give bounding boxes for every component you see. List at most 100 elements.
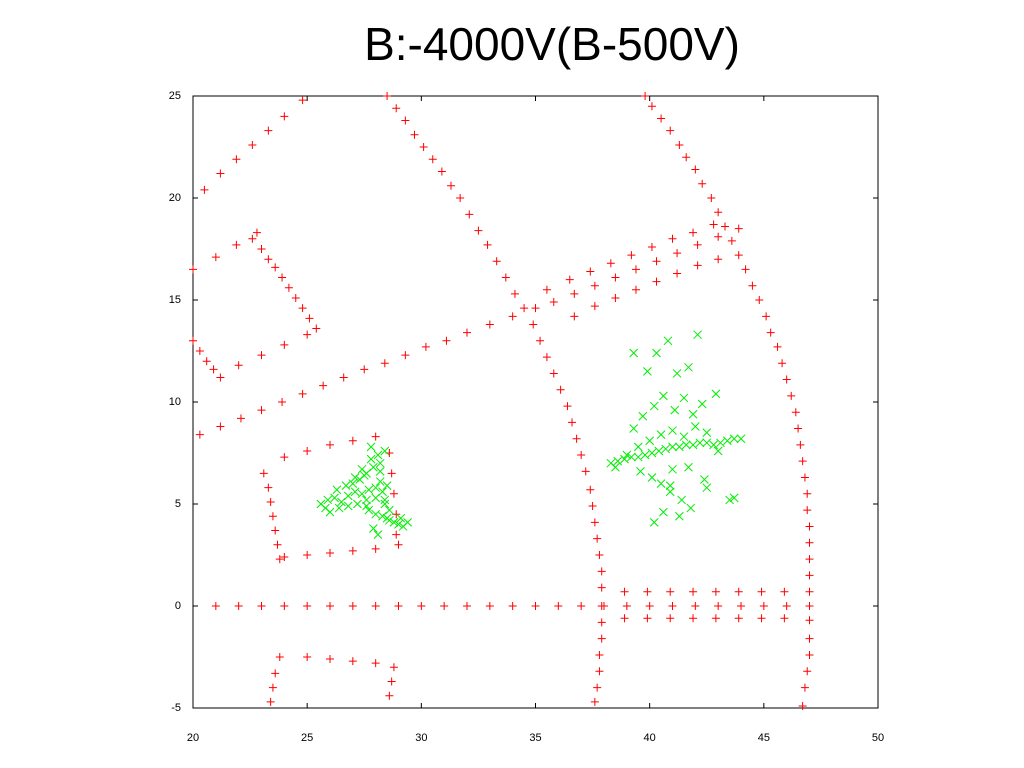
point [691,165,700,174]
point [581,467,590,476]
point [803,506,812,515]
point [343,491,353,501]
point [501,273,510,282]
point [305,314,314,323]
point [791,408,800,417]
y-tick-label: 0 [175,600,181,612]
point [284,283,293,292]
point [643,614,652,623]
point [675,140,684,149]
point [595,667,604,676]
point [291,293,300,302]
x-tick-label: 35 [529,732,541,744]
point [510,289,519,298]
point [549,298,558,307]
point [689,614,698,623]
point [394,520,403,529]
point [554,602,563,610]
point [803,667,812,676]
point [389,489,398,498]
point [780,614,789,623]
point [357,464,367,474]
point [693,240,702,249]
point [189,336,197,345]
point [629,424,639,433]
point [597,634,606,643]
point [570,312,579,321]
point [303,653,312,661]
point [729,434,739,444]
x-tick-label: 50 [872,732,884,744]
point [649,401,659,411]
point [684,462,693,472]
point [611,462,620,472]
point [570,289,579,298]
point [378,511,387,521]
point [542,285,551,294]
point [659,391,668,401]
point [800,683,809,692]
point [371,432,380,441]
point [741,265,750,274]
point [805,555,814,564]
point [385,505,394,515]
point [371,493,381,503]
point [410,130,419,139]
point [428,155,437,164]
point [273,540,282,549]
point [394,540,403,549]
point [303,602,312,610]
point [392,104,401,113]
point [280,340,289,349]
point [762,312,771,321]
point [389,663,398,672]
point [611,273,620,282]
point [275,653,284,661]
point [348,546,357,555]
point [348,436,357,445]
point [627,452,636,462]
point [577,602,586,610]
point [278,398,287,406]
point [383,92,392,100]
point [440,602,449,610]
point [236,414,245,423]
point [725,495,734,505]
point [800,473,809,482]
point [702,438,712,448]
point [674,511,684,521]
point [248,234,257,243]
point [805,650,814,659]
point [362,495,371,505]
point [565,275,574,284]
point [691,602,700,610]
point [729,493,739,503]
point [629,348,639,358]
point [709,220,718,229]
point [693,330,702,340]
point [590,281,599,290]
point [593,534,602,543]
point [319,381,328,390]
point [437,167,446,176]
point [721,222,730,231]
point [195,347,204,355]
point [529,320,538,329]
point [248,140,257,149]
point [627,251,636,260]
point [332,485,342,495]
point [232,240,241,249]
point [638,411,648,421]
point [659,507,668,517]
point [456,194,465,202]
point [323,495,333,505]
point [394,602,403,610]
point [330,493,339,503]
point [693,261,702,270]
point [645,602,654,610]
point [714,602,723,610]
point [266,497,275,506]
point [303,330,312,339]
x-tick-label: 45 [758,732,770,744]
